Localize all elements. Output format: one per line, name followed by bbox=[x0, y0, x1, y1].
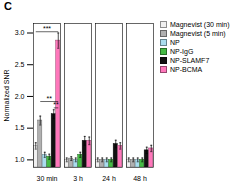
html-text:Magnevist (30 min): Magnevist (30 min) bbox=[170, 21, 230, 28]
html-text:Magnevist (5 min): Magnevist (5 min) bbox=[170, 30, 226, 37]
svg-text:3 h: 3 h bbox=[73, 175, 83, 182]
html-text:NP-IgG: NP-IgG bbox=[170, 48, 194, 55]
svg-text:30 min: 30 min bbox=[36, 175, 57, 182]
svg-text:1.5: 1.5 bbox=[15, 124, 25, 131]
svg-text:Normalized SNR: Normalized SNR bbox=[3, 69, 10, 121]
svg-text:1.0: 1.0 bbox=[15, 156, 25, 163]
svg-text:**: ** bbox=[47, 95, 53, 102]
svg-text:48 h: 48 h bbox=[133, 175, 147, 182]
html-text:NP-SLAMF7: NP-SLAMF7 bbox=[170, 57, 210, 64]
svg-text:3.0: 3.0 bbox=[15, 29, 25, 36]
svg-text:2.0: 2.0 bbox=[15, 93, 25, 100]
html-text:NP: NP bbox=[170, 39, 180, 46]
html-text:C: C bbox=[4, 0, 12, 12]
svg-text:**: ** bbox=[53, 101, 59, 108]
svg-text:24 h: 24 h bbox=[102, 175, 116, 182]
svg-text:***: *** bbox=[43, 25, 51, 32]
html-text:NP-BCMA: NP-BCMA bbox=[170, 66, 203, 73]
svg-text:2.5: 2.5 bbox=[15, 61, 25, 68]
